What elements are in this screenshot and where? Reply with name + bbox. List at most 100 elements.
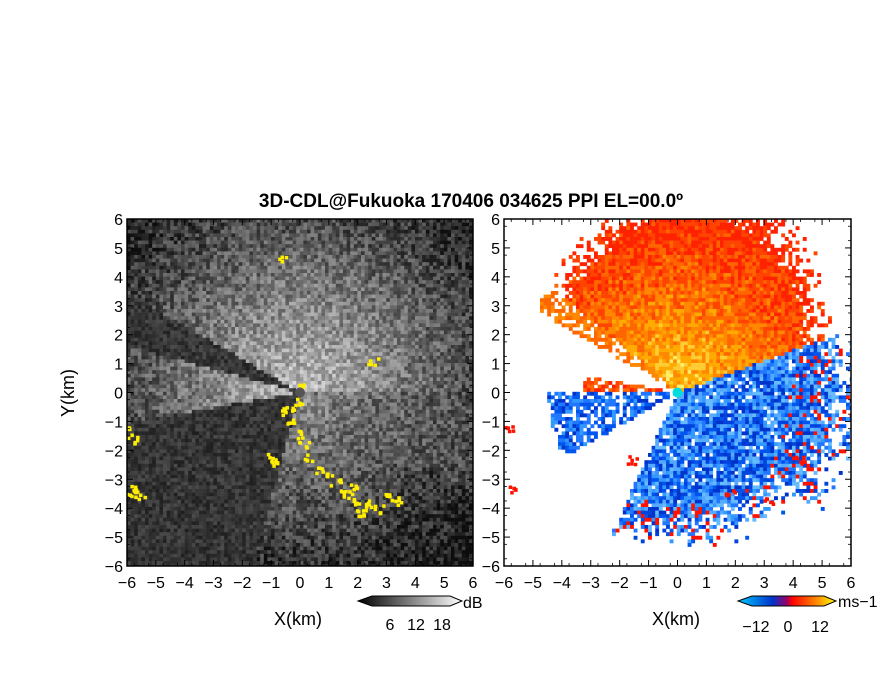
intensity-cell <box>202 316 207 321</box>
intensity-cell <box>188 262 193 267</box>
intensity-cell <box>256 240 261 245</box>
intensity-cell <box>253 330 257 335</box>
intensity-cell <box>134 391 139 396</box>
intensity-cell <box>267 301 272 306</box>
intensity-cell <box>159 334 164 339</box>
intensity-cell <box>379 373 383 378</box>
intensity-cell <box>443 345 448 349</box>
intensity-cell <box>350 327 355 331</box>
intensity-cell <box>166 251 171 256</box>
intensity-cell <box>310 312 315 317</box>
intensity-cell <box>267 247 272 252</box>
intensity-cell <box>227 384 232 389</box>
intensity-cell <box>407 355 412 360</box>
intensity-cell <box>299 247 304 252</box>
intensity-cell <box>173 276 178 281</box>
intensity-cell <box>155 319 160 324</box>
intensity-cell <box>328 316 333 321</box>
intensity-cell <box>433 341 437 346</box>
intensity-cell <box>181 402 185 407</box>
intensity-cell <box>436 276 441 281</box>
intensity-cell <box>379 323 383 328</box>
intensity-cell <box>361 388 365 393</box>
intensity-cell <box>191 337 196 342</box>
intensity-cell <box>199 345 203 349</box>
intensity-cell <box>296 381 301 385</box>
intensity-cell <box>422 247 427 252</box>
intensity-cell <box>343 312 347 317</box>
intensity-cell <box>368 283 373 288</box>
intensity-cell <box>443 294 448 299</box>
intensity-cell <box>429 363 434 367</box>
intensity-cell <box>299 348 304 353</box>
intensity-cell <box>202 399 207 403</box>
intensity-cell <box>296 348 301 353</box>
intensity-cell <box>199 222 203 227</box>
intensity-cell <box>249 337 254 342</box>
intensity-cell <box>461 399 466 403</box>
intensity-cell <box>310 352 315 357</box>
intensity-cell <box>213 294 218 299</box>
intensity-cell <box>307 399 311 403</box>
intensity-cell <box>343 247 347 252</box>
intensity-cell <box>155 323 160 328</box>
intensity-cell <box>217 229 221 234</box>
intensity-cell <box>209 247 214 252</box>
intensity-cell <box>425 391 430 396</box>
intensity-cell <box>285 280 290 285</box>
intensity-cell <box>235 247 239 252</box>
intensity-cell <box>447 280 452 285</box>
intensity-cell <box>130 348 135 353</box>
intensity-cell <box>238 373 243 378</box>
intensity-cell <box>364 345 369 349</box>
intensity-cell <box>260 291 265 295</box>
intensity-cell <box>249 399 254 403</box>
intensity-cell <box>407 345 412 349</box>
intensity-cell <box>152 276 157 281</box>
intensity-cell <box>371 384 376 389</box>
intensity-cell <box>159 359 164 364</box>
intensity-cell <box>407 262 412 267</box>
intensity-cell <box>368 237 373 241</box>
intensity-cell <box>353 312 358 317</box>
intensity-cell <box>364 301 369 306</box>
intensity-cell <box>346 265 351 270</box>
intensity-cell <box>364 258 369 263</box>
intensity-cell <box>199 287 203 292</box>
intensity-cell <box>281 280 286 285</box>
intensity-cell <box>206 327 211 331</box>
intensity-cell <box>307 276 311 281</box>
intensity-cell <box>440 247 445 252</box>
intensity-cell <box>227 370 232 375</box>
intensity-cell <box>242 330 247 335</box>
intensity-cell <box>145 237 149 241</box>
intensity-cell <box>317 345 322 349</box>
intensity-cell <box>253 276 257 281</box>
intensity-cell <box>199 373 203 378</box>
intensity-cell <box>173 251 178 256</box>
intensity-cell <box>209 219 214 223</box>
intensity-cell <box>177 291 182 295</box>
intensity-cell <box>292 247 297 252</box>
intensity-cell <box>310 226 315 231</box>
intensity-cell <box>353 283 358 288</box>
intensity-cell <box>425 334 430 339</box>
intensity-cell <box>278 262 283 267</box>
intensity-cell <box>379 287 383 292</box>
intensity-cell <box>184 229 189 234</box>
intensity-cell <box>137 280 142 285</box>
intensity-cell <box>209 391 214 396</box>
intensity-cell <box>371 345 376 349</box>
intensity-cell <box>137 222 142 227</box>
intensity-cell <box>317 219 322 223</box>
intensity-cell <box>368 388 373 393</box>
intensity-cell <box>163 402 167 407</box>
intensity-cell <box>188 247 193 252</box>
intensity-cell <box>224 240 229 245</box>
intensity-cell <box>199 291 203 295</box>
intensity-cell <box>371 237 376 241</box>
intensity-cell <box>332 283 337 288</box>
intensity-cell <box>267 262 272 267</box>
intensity-cell <box>469 363 473 367</box>
intensity-cell <box>227 280 232 285</box>
